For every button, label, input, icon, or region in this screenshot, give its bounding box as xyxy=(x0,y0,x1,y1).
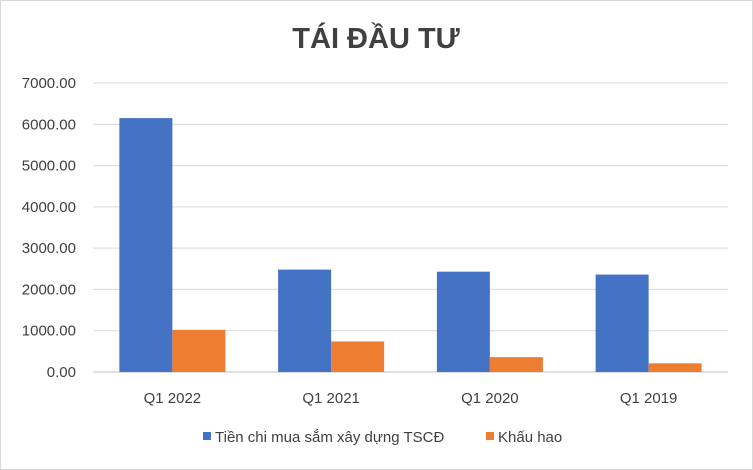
x-tick-label: Q1 2021 xyxy=(302,390,360,407)
y-tick-label: 6000.00 xyxy=(22,116,76,133)
bar-khau-hao-1 xyxy=(331,341,385,372)
chart-title: TÁI ĐẦU TƯ xyxy=(292,21,460,55)
bars xyxy=(119,118,702,372)
y-tick-label: 7000.00 xyxy=(22,75,76,92)
bar-tien-chi-mua-sam-1 xyxy=(278,269,332,372)
legend-swatch xyxy=(486,432,494,440)
bar-khau-hao-2 xyxy=(489,357,543,372)
bar-khau-hao-0 xyxy=(172,329,226,372)
x-tick-label: Q1 2019 xyxy=(620,390,678,407)
y-tick-label: 5000.00 xyxy=(22,158,76,175)
y-tick-label: 4000.00 xyxy=(22,199,76,216)
x-axis-ticks: Q1 2022 Q1 2021 Q1 2020 Q1 2019 xyxy=(144,390,678,407)
bar-khau-hao-3 xyxy=(648,363,702,372)
bar-tien-chi-mua-sam-3 xyxy=(595,274,649,372)
legend: Tiền chi mua sắm xây dựng TSCĐ Khấu hao xyxy=(203,429,562,446)
bar-tien-chi-mua-sam-0 xyxy=(119,118,173,372)
legend-swatch xyxy=(203,432,211,440)
bar-tien-chi-mua-sam-2 xyxy=(436,271,490,372)
legend-label: Tiền chi mua sắm xây dựng TSCĐ xyxy=(215,429,444,446)
y-tick-label: 1000.00 xyxy=(22,323,76,340)
y-tick-label: 2000.00 xyxy=(22,281,76,298)
x-tick-label: Q1 2022 xyxy=(144,390,202,407)
x-tick-label: Q1 2020 xyxy=(461,390,519,407)
y-axis-ticks: 0.00 1000.00 2000.00 3000.00 4000.00 5000.00 6… xyxy=(22,75,76,381)
legend-label: Khấu hao xyxy=(498,429,562,446)
y-tick-label: 0.00 xyxy=(47,364,76,381)
y-tick-label: 3000.00 xyxy=(22,240,76,257)
